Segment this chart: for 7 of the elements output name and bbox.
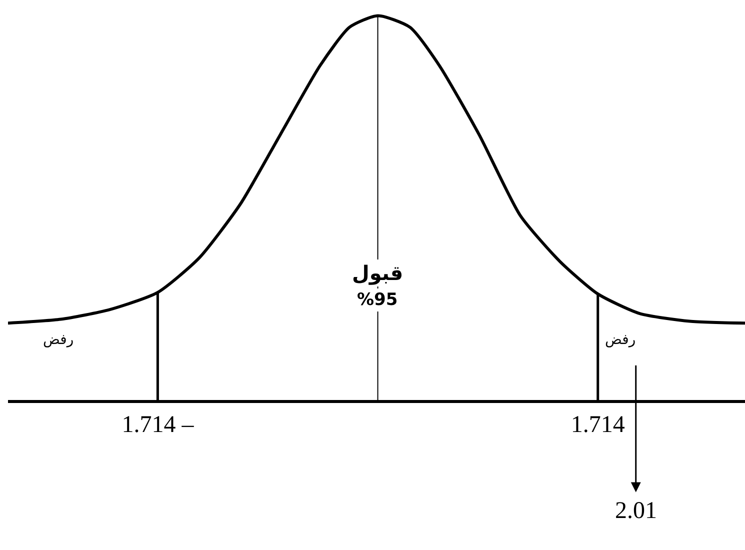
x-tick-label: 1.714 – <box>122 412 195 438</box>
ref-line-label: 2.01 <box>615 498 657 524</box>
x-tick-label: 1.714 <box>570 412 625 438</box>
annotation: رفض <box>43 332 74 348</box>
annotation: %95 <box>357 290 398 310</box>
annotation: قبول <box>352 261 404 285</box>
annotation: رفض <box>605 332 636 348</box>
